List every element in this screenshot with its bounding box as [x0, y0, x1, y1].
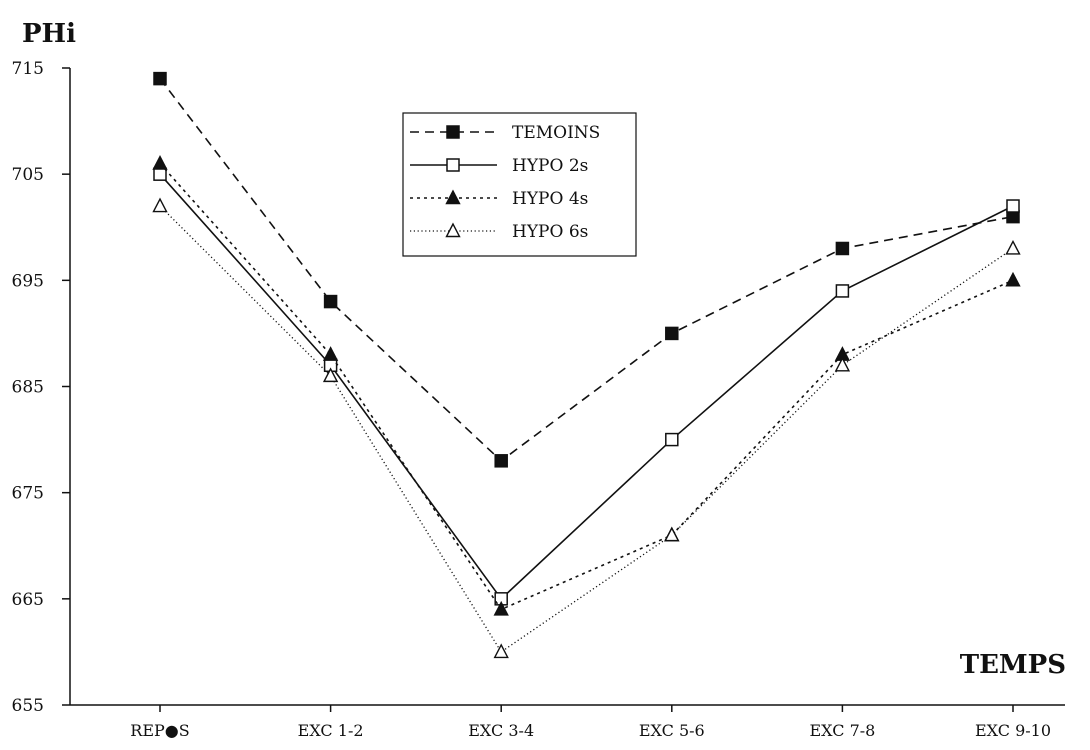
legend-marker-hypo-2s — [446, 158, 460, 172]
y-tick-label: 675 — [12, 484, 44, 504]
data-point-hypo-6s — [152, 197, 168, 213]
series-line-temoins — [159, 78, 1014, 462]
y-tick-label: 665 — [12, 590, 44, 610]
data-point-temoins — [665, 326, 679, 341]
x-tick-label: EXC 3-4 — [468, 721, 534, 740]
legend-item-hypo-4s: HYPO 4s — [410, 189, 588, 209]
data-point-hypo-4s — [493, 600, 509, 616]
series-line-hypo-6s — [159, 205, 1014, 653]
data-point-temoins — [323, 294, 338, 309]
legend-label-hypo-2s: HYPO 2s — [512, 156, 588, 176]
data-point-hypo-6s — [834, 356, 851, 372]
data-point-temoins — [835, 241, 850, 256]
data-point-hypo-4s — [1005, 271, 1021, 287]
series-temoins — [153, 71, 1020, 468]
legend-label-hypo-6s: HYPO 6s — [512, 222, 588, 242]
data-point-hypo-2s — [153, 167, 167, 181]
y-tick-label: 715 — [12, 59, 44, 79]
y-tick-label: 655 — [12, 696, 44, 716]
data-point-temoins — [153, 71, 167, 86]
y-tick-label: 705 — [12, 165, 44, 185]
legend-item-hypo-6s: HYPO 6s — [410, 222, 588, 242]
y-tick-label: 695 — [12, 271, 44, 291]
legend-box — [402, 112, 637, 257]
data-point-hypo-2s — [1006, 199, 1020, 213]
x-tick-label: EXC 9-10 — [975, 721, 1051, 740]
legend-marker-hypo-6s — [445, 222, 461, 238]
legend-item-hypo-2s: HYPO 2s — [410, 156, 588, 176]
data-point-hypo-4s — [322, 346, 339, 361]
x-tick-label: EXC 5-6 — [639, 721, 705, 740]
series-line-hypo-2s — [159, 173, 1014, 601]
data-point-hypo-6s — [493, 643, 509, 659]
legend-label-hypo-4s: HYPO 4s — [512, 189, 588, 209]
x-ticks: REP●S EXC 1-2 EXC 3-4 EXC 5-6 EXC 7-8 EXC 9-1… — [130, 705, 1051, 740]
y-ticks: 655 665 675 685 695 705 715 — [12, 59, 70, 716]
data-point-hypo-6s — [1005, 239, 1021, 255]
legend-marker-hypo-4s — [445, 189, 461, 205]
y-tick-label: 685 — [12, 378, 44, 398]
legend-label-temoins: TEMOINS — [512, 123, 600, 143]
x-axis-title: TEMPS — [960, 650, 1066, 680]
data-point-temoins — [494, 454, 508, 468]
x-tick-label: REP●S — [130, 721, 189, 740]
data-point-hypo-4s — [152, 155, 168, 170]
data-point-hypo-6s — [322, 367, 339, 383]
data-point-hypo-2s — [665, 432, 679, 447]
legend-marker-temoins — [446, 125, 460, 139]
data-point-hypo-2s — [835, 284, 850, 298]
legend: TEMOINS HYPO 2s HYPO 4s HYPO 6s — [402, 112, 637, 257]
data-point-hypo-6s — [664, 526, 680, 542]
x-tick-label: EXC 1-2 — [298, 721, 364, 740]
x-tick-label: EXC 7-8 — [809, 721, 875, 740]
y-axis-title: PHi — [22, 19, 76, 49]
legend-item-temoins: TEMOINS — [410, 123, 600, 143]
series — [152, 71, 1021, 659]
series-hypo-6s — [152, 197, 1021, 659]
